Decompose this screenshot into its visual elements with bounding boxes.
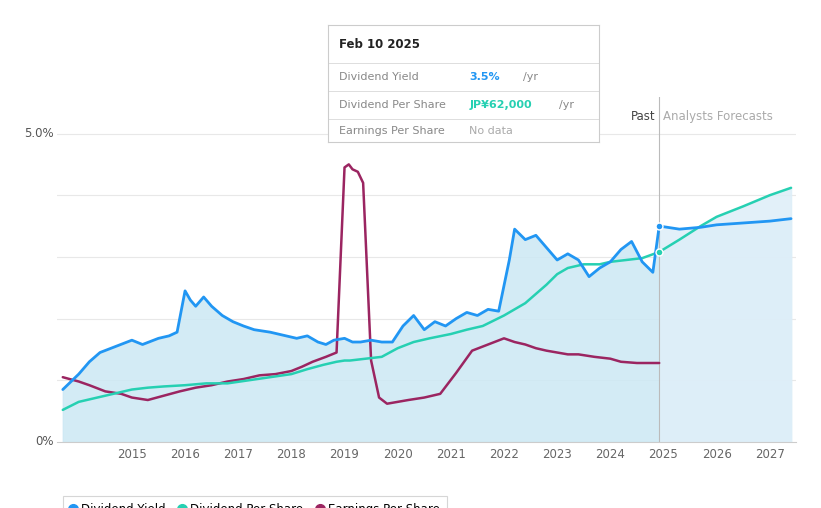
Text: /yr: /yr [524, 72, 539, 82]
Text: No data: No data [470, 125, 513, 136]
Text: JP¥62,000: JP¥62,000 [470, 100, 532, 110]
Text: 5.0%: 5.0% [24, 127, 54, 140]
Text: Earnings Per Share: Earnings Per Share [339, 125, 445, 136]
Text: Analysts Forecasts: Analysts Forecasts [663, 110, 773, 123]
Text: Feb 10 2025: Feb 10 2025 [339, 38, 420, 51]
Text: 0%: 0% [35, 435, 54, 449]
Text: 3.5%: 3.5% [470, 72, 500, 82]
Text: /yr: /yr [558, 100, 574, 110]
Text: Dividend Per Share: Dividend Per Share [339, 100, 446, 110]
Point [653, 248, 666, 256]
Point [653, 222, 666, 230]
Text: Past: Past [631, 110, 655, 123]
Legend: Dividend Yield, Dividend Per Share, Earnings Per Share: Dividend Yield, Dividend Per Share, Earn… [63, 496, 447, 508]
Text: Dividend Yield: Dividend Yield [339, 72, 419, 82]
